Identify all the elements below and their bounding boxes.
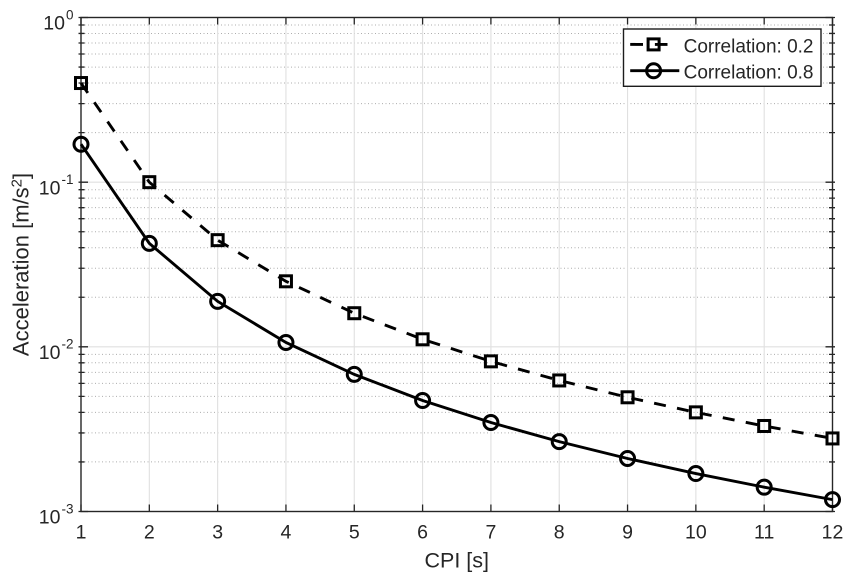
svg-text:-1: -1 <box>62 172 74 187</box>
svg-text:9: 9 <box>622 522 633 544</box>
svg-text:6: 6 <box>417 522 428 544</box>
svg-text:7: 7 <box>485 522 496 544</box>
svg-text:10: 10 <box>39 507 61 529</box>
svg-text:5: 5 <box>349 522 360 544</box>
svg-text:0: 0 <box>66 7 74 22</box>
svg-text:CPI [s]: CPI [s] <box>424 549 489 573</box>
svg-text:1: 1 <box>76 522 87 544</box>
svg-text:11: 11 <box>754 522 774 544</box>
svg-text:Correlation: 0.8: Correlation: 0.8 <box>684 63 814 84</box>
svg-text:Correlation: 0.2: Correlation: 0.2 <box>684 36 814 57</box>
svg-text:10: 10 <box>39 342 61 364</box>
svg-text:12: 12 <box>822 522 844 544</box>
svg-text:3: 3 <box>212 522 223 544</box>
svg-text:-2: -2 <box>62 337 74 352</box>
svg-text:4: 4 <box>281 522 292 544</box>
svg-text:10: 10 <box>43 13 65 35</box>
svg-text:8: 8 <box>554 522 565 544</box>
svg-text:-3: -3 <box>62 501 74 516</box>
svg-text:2: 2 <box>144 522 155 544</box>
svg-text:10: 10 <box>39 177 61 199</box>
svg-text:10: 10 <box>685 522 707 544</box>
svg-text:Acceleration [m/s2]: Acceleration [m/s2] <box>9 173 34 356</box>
